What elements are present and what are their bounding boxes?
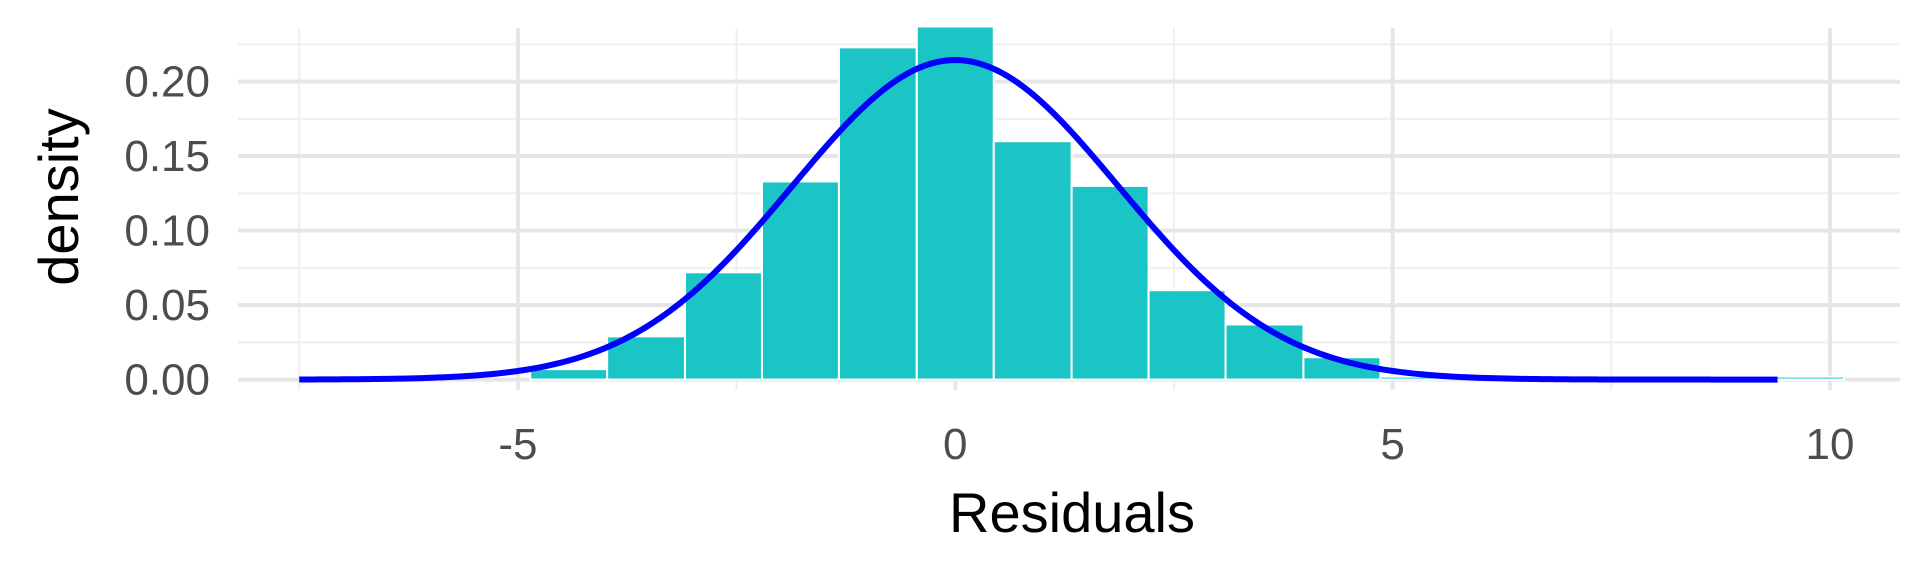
y-tick-label: 0.15 xyxy=(124,132,210,181)
histogram-bar-2 xyxy=(683,271,763,381)
histogram-bar-9 xyxy=(1224,323,1305,381)
y-tick-label: 0.20 xyxy=(124,58,210,107)
normal-density-curve xyxy=(299,57,1778,383)
x-tick-label: 10 xyxy=(1806,420,1855,469)
y-tick-label: 0.00 xyxy=(124,356,210,405)
histogram-bar-7 xyxy=(1070,184,1150,381)
x-tick-label: 0 xyxy=(943,420,967,469)
density-curve-layer xyxy=(299,57,1778,383)
histogram-bar-8 xyxy=(1147,289,1227,381)
y-tick-label: 0.10 xyxy=(124,207,210,256)
x-tick-label: -5 xyxy=(498,420,537,469)
y-tick-label: 0.05 xyxy=(124,281,210,330)
histogram-bar-3 xyxy=(760,180,840,381)
y-axis-title: density xyxy=(27,108,90,285)
x-tick-label: 5 xyxy=(1380,420,1404,469)
histogram-bar-0 xyxy=(529,368,609,381)
histogram-bar-4 xyxy=(837,46,918,381)
histogram-bar-6 xyxy=(992,140,1073,381)
x-axis-title: Residuals xyxy=(949,481,1195,544)
histogram-bar-16 xyxy=(1765,375,1846,381)
histogram-bars xyxy=(529,25,1846,381)
histogram-bar-5 xyxy=(915,25,995,381)
axis-tick-labels: 0.00 0.05 0.10 0.15 0.20 -5 0 5 10 xyxy=(124,58,1854,469)
